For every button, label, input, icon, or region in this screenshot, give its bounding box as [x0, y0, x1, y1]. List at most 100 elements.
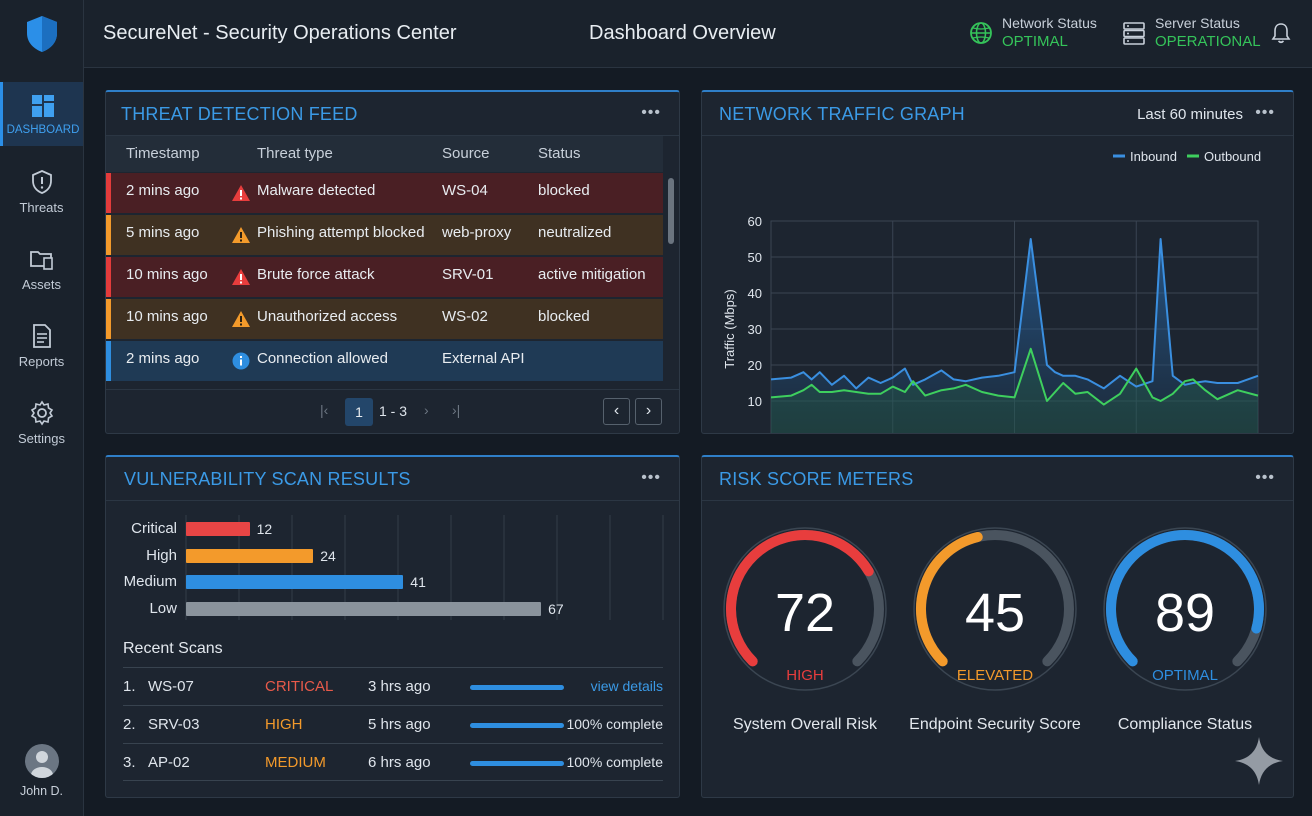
gauge-value: 45: [965, 583, 1025, 643]
panel-title: NETWORK TRAFFIC GRAPH: [719, 104, 965, 124]
bar-value: 24: [320, 548, 336, 564]
current-page-button[interactable]: 1: [345, 398, 373, 426]
server-icon: [1123, 22, 1145, 45]
y-tick-label: 30: [748, 322, 762, 337]
vulnerability-panel: VULNERABILITY SCAN RESULTS ••• Critical …: [105, 455, 680, 798]
page-range: 1 - 3: [379, 403, 408, 419]
series-area-inbound: [771, 239, 1258, 433]
sidebar-item-dashboard[interactable]: DASHBOARD: [0, 82, 83, 146]
threat-type: Connection allowed: [257, 350, 388, 367]
gauge-ring: [913, 527, 1077, 691]
gauge-value: 72: [775, 583, 835, 643]
avatar: [24, 744, 59, 778]
series-line-inbound: [770, 238, 1259, 390]
next-page-icon[interactable]: ›: [424, 402, 429, 418]
sidebar-item-assets[interactable]: Assets: [0, 237, 83, 301]
sidebar: DASHBOARD Threats Assets Reports Setting…: [0, 0, 84, 816]
list-item[interactable]: 2. SRV-03 HIGH 5 hrs ago 100% complete: [123, 705, 663, 743]
risk-gauges: 72 HIGH 45 ELEVATED 89 OPTIMAL: [723, 527, 1267, 691]
scan-host: WS-07: [148, 678, 194, 695]
scan-severity: MEDIUM: [265, 754, 326, 771]
gauge-fill: [726, 530, 874, 667]
threat-timestamp: 2 mins ago: [126, 182, 200, 199]
threat-type: Malware detected: [257, 182, 376, 199]
y-tick-label: 50: [748, 250, 762, 265]
threat-status: active mitigation: [538, 266, 646, 283]
sidebar-item-label: Reports: [18, 354, 65, 369]
server-status-label: Server Status: [1155, 15, 1240, 31]
threat-type: Brute force attack: [257, 266, 375, 283]
network-status-value: OPTIMAL: [1002, 33, 1068, 50]
scan-number: 1.: [123, 678, 136, 695]
bar-label: Critical: [131, 520, 177, 537]
warning-critical-icon: [232, 185, 250, 201]
sidebar-item-label: Threats: [19, 200, 64, 215]
table-row[interactable]: 10 mins ago Unauthorized access WS-02 bl…: [106, 299, 663, 339]
list-item[interactable]: 3. AP-02 MEDIUM 6 hrs ago 100% complete: [123, 743, 663, 781]
table-row[interactable]: 2 mins ago Malware detected WS-04 blocke…: [106, 173, 663, 213]
panel-title: THREAT DETECTION FEED: [121, 104, 358, 124]
dashboard-icon: [32, 94, 54, 117]
sidebar-item-label: Settings: [18, 431, 65, 446]
panel-title: VULNERABILITY SCAN RESULTS: [124, 469, 411, 489]
next-button[interactable]: ›: [635, 398, 662, 425]
more-options-icon[interactable]: •••: [641, 469, 661, 486]
time-range-selector[interactable]: Last 60 minutes: [1137, 106, 1243, 123]
threat-timestamp: 5 mins ago: [126, 224, 200, 241]
list-item[interactable]: 1. WS-07 CRITICAL 3 hrs ago view details: [123, 667, 663, 705]
scan-progress-bar: [470, 723, 564, 728]
user-name: John D.: [19, 784, 64, 798]
network-status: Network Status OPTIMAL: [968, 14, 1097, 52]
sidebar-item-reports[interactable]: Reports: [0, 314, 83, 378]
scan-status: 100% complete: [566, 716, 663, 732]
view-details-link[interactable]: view details: [590, 678, 663, 694]
sidebar-item-threats[interactable]: Threats: [0, 160, 83, 224]
scan-progress-bar: [470, 761, 564, 766]
threat-source: External API: [442, 350, 525, 367]
traffic-chart: 010203040506015:0015:1515:3015:4516:00Tr…: [722, 149, 1261, 433]
sparkle-icon: [1235, 737, 1283, 785]
threat-feed-panel: THREAT DETECTION FEED ••• Timestamp Thre…: [105, 90, 680, 434]
bar-low: [186, 602, 542, 616]
warning-icon: [232, 311, 250, 327]
bell-icon[interactable]: [1270, 22, 1292, 44]
scan-time: 6 hrs ago: [368, 754, 431, 771]
more-options-icon[interactable]: •••: [1255, 104, 1275, 121]
gauge-ring: [723, 527, 887, 691]
table-scrollbar[interactable]: [668, 178, 674, 244]
table-row[interactable]: 2 mins ago Connection allowed External A…: [106, 341, 663, 381]
last-page-icon[interactable]: ›|: [452, 402, 461, 418]
more-options-icon[interactable]: •••: [1255, 469, 1275, 486]
threat-source: SRV-01: [442, 266, 494, 283]
first-page-icon[interactable]: |‹: [320, 402, 329, 418]
y-tick-label: 20: [748, 358, 762, 373]
panel-header: RISK SCORE METERS •••: [702, 457, 1293, 501]
scan-severity: CRITICAL: [265, 678, 334, 695]
threat-timestamp: 10 mins ago: [126, 266, 208, 283]
gauge-level: HIGH: [786, 667, 824, 684]
scan-time: 3 hrs ago: [368, 678, 431, 695]
more-options-icon[interactable]: •••: [641, 104, 661, 121]
legend-entry: Inbound: [1130, 149, 1177, 164]
server-status-value: OPERATIONAL: [1155, 33, 1261, 50]
pagination: |‹ 1 1 - 3 › ›| ‹ ›: [106, 389, 679, 433]
sidebar-item-label: DASHBOARD: [6, 123, 80, 136]
gauge-label: Endpoint Security Score: [909, 716, 1081, 733]
header: SecureNet - Security Operations Center D…: [84, 0, 1312, 68]
sidebar-item-settings[interactable]: Settings: [0, 391, 83, 455]
network-status-label: Network Status: [1002, 15, 1097, 31]
gauge-value: 89: [1155, 583, 1215, 643]
user-profile[interactable]: John D.: [0, 744, 83, 798]
table-row[interactable]: 10 mins ago Brute force attack SRV-01 ac…: [106, 257, 663, 297]
table-row[interactable]: 5 mins ago Phishing attempt blocked web-…: [106, 215, 663, 255]
app-title: SecureNet - Security Operations Center: [103, 22, 457, 44]
threat-type: Phishing attempt blocked: [257, 224, 425, 241]
table-header: Timestamp Threat type Source Status: [106, 136, 663, 172]
bar-value: 41: [410, 574, 426, 590]
info-icon: [232, 352, 250, 370]
prev-button[interactable]: ‹: [603, 398, 630, 425]
scan-severity: HIGH: [265, 716, 303, 733]
page-title: Dashboard Overview: [589, 22, 776, 44]
gauge-level: OPTIMAL: [1152, 667, 1218, 684]
panel-header: NETWORK TRAFFIC GRAPH Last 60 minutes ••…: [702, 92, 1293, 136]
